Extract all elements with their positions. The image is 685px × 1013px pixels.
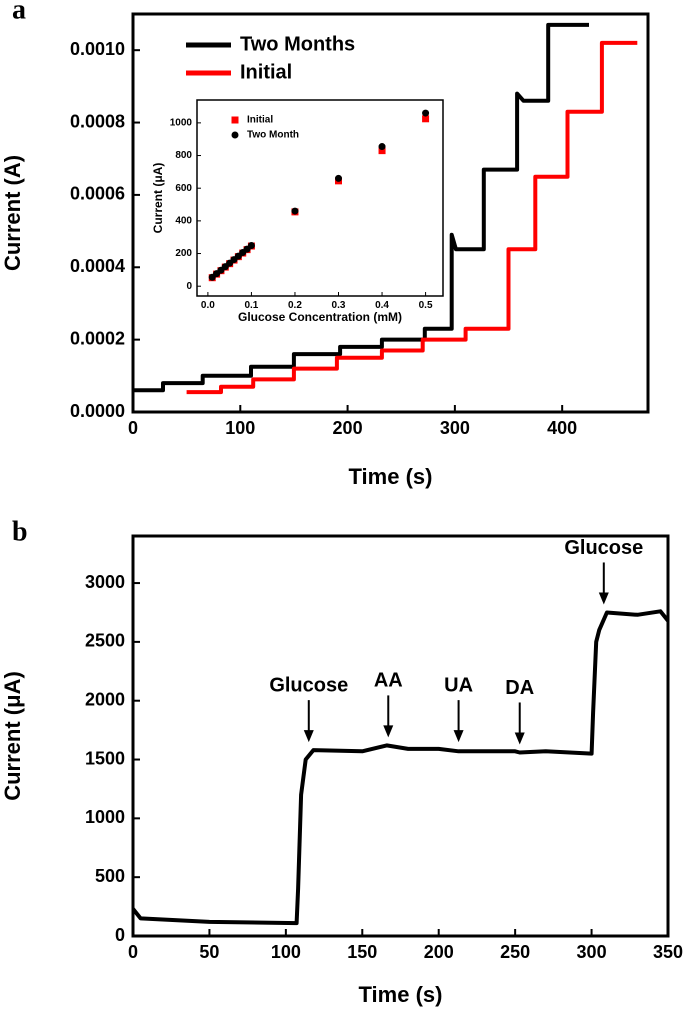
annotation-arrowhead [383, 725, 394, 738]
x-tick-label: 300 [440, 418, 470, 438]
x-tick-label: 0.5 [419, 300, 433, 311]
y-tick-label: 400 [175, 216, 192, 227]
y-tick-label: 2000 [85, 689, 125, 709]
x-tick-label: 250 [500, 942, 530, 962]
panel-label: b [12, 516, 28, 547]
panel-label: a [12, 0, 26, 25]
annotation-label: AA [374, 670, 403, 692]
x-axis-label: Time (s) [349, 464, 433, 489]
y-tick-label: 0.0004 [70, 256, 125, 276]
point [291, 207, 299, 215]
point [422, 115, 430, 123]
x-tick-label: 400 [547, 418, 577, 438]
y-tick-label: 3000 [85, 572, 125, 592]
legend-label: Initial [247, 115, 273, 126]
y-tick-label: 0.0006 [70, 184, 125, 204]
y-axis-label: Current (A) [0, 155, 25, 271]
legend-marker [231, 131, 239, 139]
x-axis-label: Time (s) [359, 982, 443, 1007]
x-tick-label: 0.3 [332, 300, 346, 311]
y-tick-label: 0 [186, 281, 192, 292]
legend-label: Initial [240, 61, 292, 83]
legend-label: Two Month [247, 130, 299, 141]
y-tick-label: 1000 [170, 118, 193, 129]
legend-label: Two Months [240, 33, 355, 55]
point [378, 143, 386, 151]
annotation-label: DA [505, 677, 534, 699]
annotation-arrowhead [303, 730, 314, 743]
series-line [133, 22, 589, 393]
x-tick-label: 0.0 [201, 300, 215, 311]
y-axis-label: Current (μA) [151, 163, 165, 234]
x-tick-label: 100 [225, 418, 255, 438]
annotation-arrowhead [598, 592, 609, 605]
legend-marker [231, 116, 239, 124]
annotation-label: UA [444, 674, 473, 696]
x-tick-label: 0.1 [244, 300, 258, 311]
plot-frame [196, 99, 444, 297]
y-tick-label: 1500 [85, 748, 125, 768]
y-tick-label: 500 [95, 866, 125, 886]
x-axis-label: Glucose Concentration (mM) [238, 310, 402, 324]
x-tick-label: 350 [653, 942, 683, 962]
annotation-label: Glucose [269, 674, 348, 696]
x-tick-label: 0.2 [288, 300, 302, 311]
y-tick-label: 1000 [85, 807, 125, 827]
inset-background [197, 100, 443, 296]
point [247, 242, 255, 250]
y-tick-label: 0.0008 [70, 111, 125, 131]
y-tick-label: 0.0002 [70, 328, 125, 348]
x-tick-label: 300 [577, 942, 607, 962]
y-tick-label: 0 [115, 925, 125, 945]
plot-frame [131, 534, 670, 938]
point [378, 147, 386, 155]
y-tick-label: 0.0010 [70, 39, 125, 59]
x-tick-label: 100 [271, 942, 301, 962]
point [422, 109, 430, 117]
x-tick-label: 200 [424, 942, 454, 962]
y-tick-label: 200 [175, 248, 192, 259]
series-line [131, 609, 670, 926]
annotation-arrowhead [453, 730, 464, 743]
annotation-label: Glucose [564, 537, 643, 559]
x-tick-label: 0 [128, 418, 138, 438]
x-tick-label: 50 [199, 942, 219, 962]
plot-frame [131, 12, 650, 414]
series-line [186, 40, 638, 395]
y-tick-label: 600 [175, 183, 192, 194]
x-tick-label: 0.4 [375, 300, 389, 311]
y-axis-label: Current (μA) [0, 671, 25, 801]
x-tick-label: 200 [333, 418, 363, 438]
annotation-arrowhead [514, 732, 525, 745]
x-tick-label: 0 [128, 942, 138, 962]
y-tick-label: 800 [175, 150, 192, 161]
y-tick-label: 0.0000 [70, 401, 125, 421]
y-tick-label: 2500 [85, 631, 125, 651]
point [335, 174, 343, 182]
x-tick-label: 150 [347, 942, 377, 962]
